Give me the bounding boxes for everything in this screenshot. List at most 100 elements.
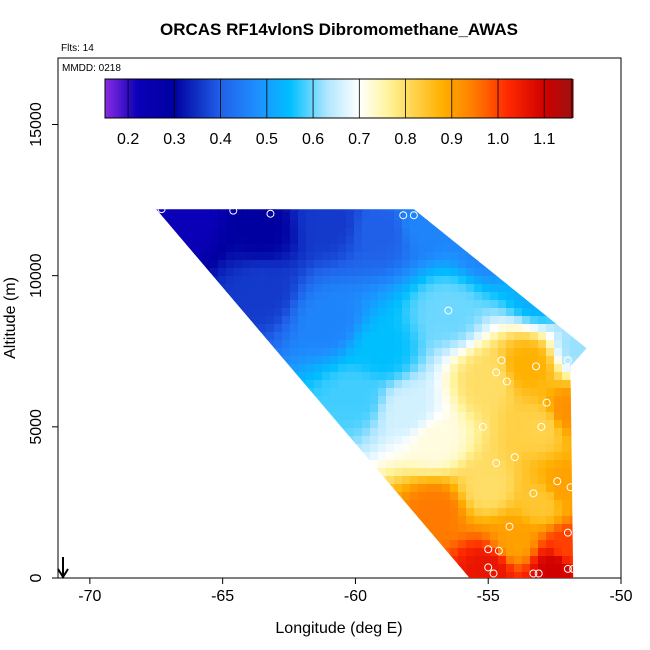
heatmap-cell [410,428,419,437]
colorbar-swatch [115,79,118,118]
heatmap-cell [498,564,507,573]
heatmap-cell [186,212,195,221]
heatmap-cell [554,396,563,405]
heatmap-cell [282,356,291,365]
heatmap-cell [330,220,339,229]
heatmap-cell [538,540,547,549]
heatmap-cell [218,260,227,269]
heatmap-cell [362,220,371,229]
heatmap-cell [466,316,475,325]
heatmap-cell [258,220,267,229]
heatmap-cell [450,284,459,293]
heatmap-cell [450,268,459,277]
heatmap-cell [562,460,571,469]
heatmap-cell [506,372,515,381]
heatmap-cell [514,308,523,317]
heatmap-cell [442,508,451,517]
heatmap-cell [522,380,531,389]
heatmap-cell [426,252,435,261]
heatmap-cell [474,372,483,381]
heatmap-cell [442,292,451,301]
heatmap-cell [506,428,515,437]
heatmap-cell [490,548,499,557]
heatmap-cell [418,348,427,357]
heatmap-cell [378,244,387,253]
heatmap-cell [386,468,395,477]
colorbar-swatch [279,79,282,118]
heatmap-cell [538,428,547,437]
heatmap-cell [354,220,363,229]
colorbar-swatch [369,79,372,118]
heatmap-cell [194,212,203,221]
heatmap-cell [450,364,459,373]
heatmap-cell [426,228,435,237]
heatmap-cell [410,332,419,341]
heatmap-cell [362,284,371,293]
heatmap-cell [562,332,571,341]
heatmap-cell [434,236,443,245]
colorbar-swatch [351,79,354,118]
colorbar-swatch [463,79,466,118]
heatmap-cell [218,220,227,229]
heatmap-cell [362,332,371,341]
heatmap-cell [490,508,499,517]
heatmap-cell [218,276,227,285]
heatmap-cell [546,572,555,578]
heatmap-cell [466,388,475,397]
heatmap-cell [426,340,435,349]
heatmap-cell [562,516,571,525]
heatmap-cell [418,500,427,509]
heatmap-cell [546,340,555,349]
heatmap-cell [186,220,195,229]
heatmap-cell [202,220,211,229]
heatmap-cell [402,484,411,493]
heatmap-cell [346,300,355,309]
colorbar-swatch [197,79,200,118]
heatmap-cell [442,332,451,341]
heatmap-cell [538,476,547,485]
heatmap-cell [538,396,547,405]
heatmap-cell [506,548,515,557]
heatmap-cell [434,508,443,517]
heatmap-cell [386,452,395,461]
heatmap-cell [322,220,331,229]
heatmap-cell [442,308,451,317]
colorbar-swatch [319,79,322,118]
heatmap-cell [450,372,459,381]
heatmap-cell [562,340,571,349]
heatmap-cell [370,292,379,301]
y-tick-label: 0 [28,573,45,582]
heatmap-cell [306,268,315,277]
x-tick-label: -55 [477,588,500,605]
heatmap-cell [458,564,467,573]
heatmap-cell [514,316,523,325]
heatmap-cell [450,476,459,485]
heatmap-cell [234,260,243,269]
heatmap-cell [514,292,523,301]
heatmap-cell [274,340,283,349]
heatmap-cell [442,484,451,493]
heatmap-cell [546,460,555,469]
heatmap-cell [378,468,387,477]
heatmap-cell [306,308,315,317]
heatmap-cell [354,356,363,365]
heatmap-cell [266,292,275,301]
heatmap-cell [498,556,507,565]
heatmap-cell [450,492,459,501]
heatmap-cell [386,460,395,469]
heatmap-cell [274,292,283,301]
heatmap-cell [506,388,515,397]
colorbar-swatch [441,79,444,118]
heatmap-cell [314,260,323,269]
colorbar-swatch [293,79,296,118]
heatmap-cell [402,396,411,405]
heatmap-cell [234,236,243,245]
heatmap-cell [394,276,403,285]
heatmap-cell [402,332,411,341]
heatmap-cell [458,396,467,405]
colorbar-swatch [375,79,378,118]
heatmap-cell [562,540,571,549]
heatmap-cell [538,412,547,421]
heatmap-cell [346,388,355,397]
